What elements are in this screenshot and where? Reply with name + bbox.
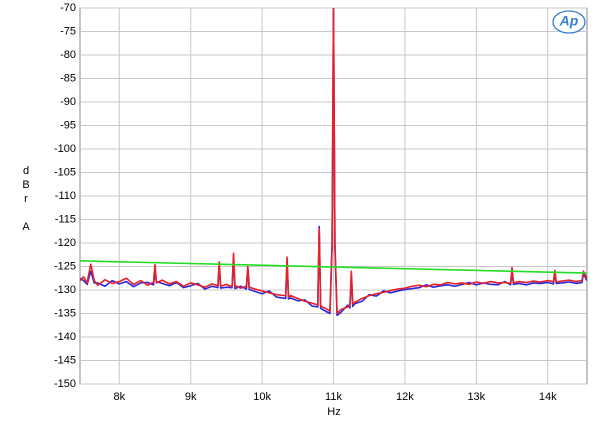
y-tick-label: -130 (54, 284, 76, 296)
x-tick-label: 14k (539, 391, 557, 403)
series-line (80, 260, 587, 274)
y-tick-label: -75 (60, 25, 76, 37)
logo: Ap (559, 13, 579, 29)
y-tick-label: -125 (54, 260, 76, 272)
series-line (80, 8, 587, 315)
y-tick-label: -105 (54, 166, 76, 178)
x-tick-label: 13k (467, 391, 485, 403)
y-tick-label: -115 (55, 213, 76, 225)
y-tick-label: -120 (54, 237, 76, 249)
y-tick-label: -145 (54, 354, 76, 366)
y-tick-label: -70 (60, 2, 76, 14)
x-tick-label: 8k (113, 391, 125, 403)
y-tick-label: -110 (55, 190, 76, 202)
y-axis-label: dBr A (20, 165, 32, 235)
y-tick-label: -135 (54, 307, 76, 319)
y-tick-label: -95 (60, 119, 76, 131)
y-tick-label: -85 (60, 72, 76, 84)
y-tick-label: -80 (60, 49, 76, 61)
logo-frame (552, 10, 586, 34)
y-tick-label: -100 (54, 143, 76, 155)
x-tick-label: 10k (253, 391, 271, 403)
x-tick-label: 9k (185, 391, 197, 403)
y-tick-label: -140 (54, 331, 76, 343)
x-tick-label: 11k (325, 391, 342, 403)
y-tick-label: -90 (60, 96, 76, 108)
x-axis-label: Hz (327, 406, 340, 418)
y-tick-label: -150 (54, 378, 76, 390)
x-tick-label: 12k (396, 391, 414, 403)
